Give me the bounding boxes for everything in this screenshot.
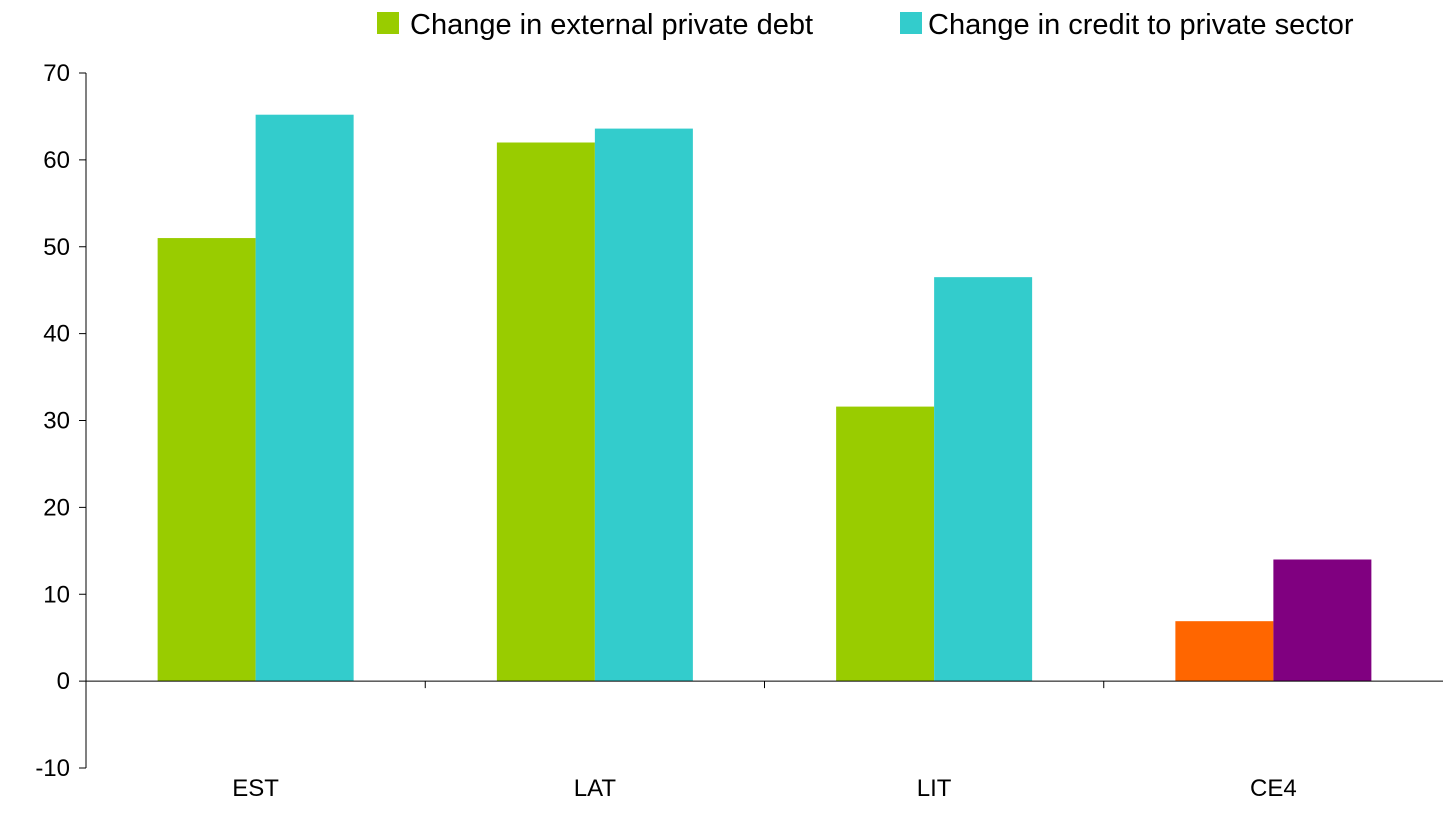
y-tick-label: 40 — [43, 321, 70, 348]
y-tick-label: 10 — [43, 581, 70, 608]
y-tick-label: 70 — [43, 60, 70, 87]
bar-lit-series-1 — [836, 406, 935, 682]
bar-est-series-2 — [255, 114, 354, 682]
y-tick-label: -10 — [35, 755, 70, 782]
x-category-label: LAT — [574, 775, 617, 802]
bar-ce4-series-1 — [1175, 621, 1274, 682]
y-tick-label: 30 — [43, 408, 70, 435]
legend-swatch-credit — [900, 12, 922, 34]
bar-lit-series-2 — [934, 277, 1033, 682]
legend-swatch-external-debt — [377, 12, 399, 34]
legend: Change in external private debt Change i… — [377, 9, 1354, 41]
y-tick-label: 60 — [43, 147, 70, 174]
bar-ce4-series-2 — [1273, 559, 1372, 682]
plot-area: 70 60 50 40 30 20 10 0 -10 EST LAT LIT CE4 — [35, 60, 1443, 802]
x-category-label: CE4 — [1250, 775, 1297, 802]
bar-est-series-1 — [157, 238, 256, 682]
bar-lat-series-1 — [496, 142, 595, 682]
y-tick-label: 0 — [57, 668, 70, 695]
x-category-label: EST — [232, 775, 279, 802]
x-category-label: LIT — [917, 775, 952, 802]
bar-lat-series-2 — [594, 128, 693, 682]
y-tick-label: 50 — [43, 234, 70, 261]
legend-label-external-debt: Change in external private debt — [410, 9, 813, 41]
y-tick-label: 20 — [43, 494, 70, 521]
legend-label-credit: Change in credit to private sector — [928, 9, 1354, 41]
